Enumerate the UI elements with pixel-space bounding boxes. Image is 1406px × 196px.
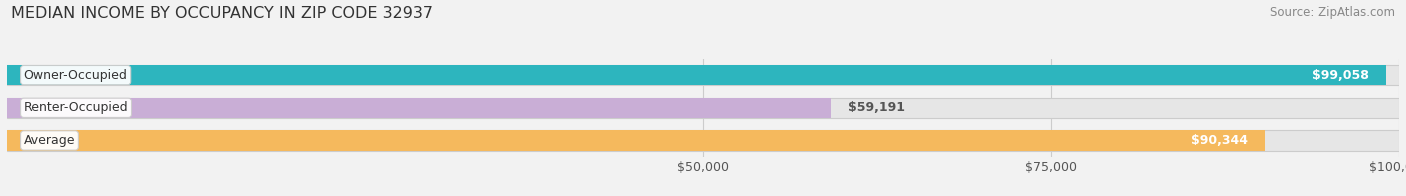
Bar	[7, 65, 1386, 85]
Text: MEDIAN INCOME BY OCCUPANCY IN ZIP CODE 32937: MEDIAN INCOME BY OCCUPANCY IN ZIP CODE 3…	[11, 6, 433, 21]
Bar	[7, 65, 1399, 85]
Bar	[7, 130, 1399, 151]
Bar	[7, 98, 831, 118]
Bar	[7, 130, 1264, 151]
Text: Renter-Occupied: Renter-Occupied	[24, 101, 128, 114]
Text: $99,058: $99,058	[1312, 69, 1369, 82]
Text: Source: ZipAtlas.com: Source: ZipAtlas.com	[1270, 6, 1395, 19]
Text: $90,344: $90,344	[1191, 134, 1249, 147]
Text: $59,191: $59,191	[848, 101, 904, 114]
Text: Average: Average	[24, 134, 76, 147]
Bar	[7, 98, 1399, 118]
Text: Owner-Occupied: Owner-Occupied	[24, 69, 128, 82]
